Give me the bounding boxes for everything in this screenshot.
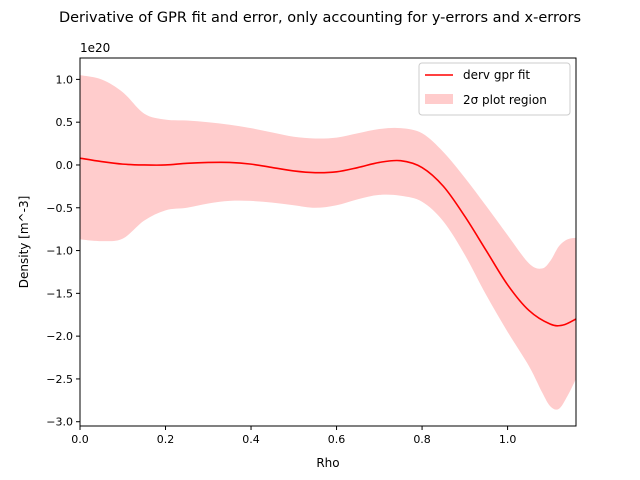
legend-band-swatch: [425, 94, 453, 104]
y-tick-label: 0.0: [56, 159, 74, 172]
y-tick-label: −2.5: [46, 373, 73, 386]
x-tick-label: 0.8: [413, 433, 431, 446]
y-tick-label: 1.0: [56, 73, 74, 86]
derv-gpr-fit-line: [80, 157, 576, 327]
y-tick-label: −0.5: [46, 202, 73, 215]
legend-label-band: 2σ plot region: [463, 93, 547, 107]
legend-frame: [418, 62, 571, 116]
y-tick-label: −2.0: [46, 330, 73, 343]
plot-area: [79, 57, 577, 427]
sigma-band: [80, 75, 576, 410]
axes-frame: [79, 57, 577, 427]
x-tick-label: 1.0: [499, 433, 517, 446]
y-axis-ticks: 1.0 0.5 0.0 −0.5 −1.0 −1.5 −2.0 −2.5 −3.0: [46, 73, 80, 429]
y-tick-label: −1.5: [46, 287, 73, 300]
x-axis-label: Rho: [316, 456, 339, 470]
x-axis-ticks: 0.0 0.2 0.4 0.6 0.8 1.0: [71, 426, 516, 446]
x-tick-label: 0.4: [242, 433, 260, 446]
y-tick-label: 0.5: [56, 116, 74, 129]
y-axis-label: Density [m^-3]: [17, 196, 31, 289]
x-tick-label: 0.2: [157, 433, 175, 446]
x-tick-label: 0.6: [328, 433, 346, 446]
chart-title: Derivative of GPR fit and error, only ac…: [59, 10, 581, 26]
legend-label-fit: derv gpr fit: [463, 68, 530, 82]
y-tick-label: −1.0: [46, 245, 73, 258]
legend: derv gpr fit 2σ plot region: [418, 62, 571, 116]
y-offset-label: 1e20: [80, 41, 110, 55]
x-tick-label: 0.0: [71, 433, 89, 446]
y-tick-label: −3.0: [46, 416, 73, 429]
